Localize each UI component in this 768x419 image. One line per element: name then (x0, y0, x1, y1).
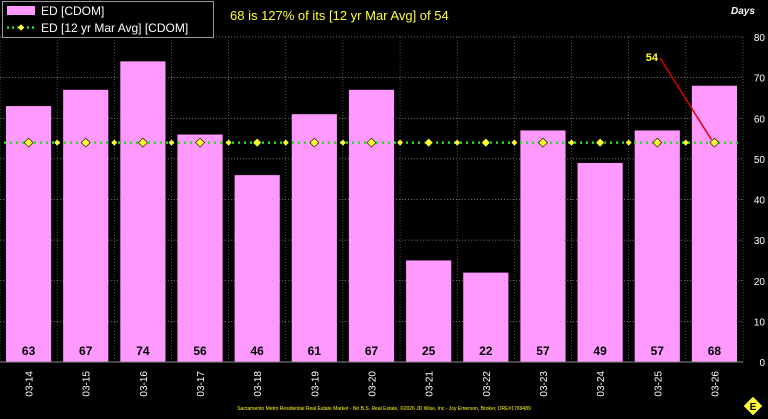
average-marker (423, 137, 434, 148)
bar-value-label: 49 (593, 344, 607, 358)
average-midpoint-marker (511, 139, 518, 146)
bar (520, 130, 566, 362)
bar-value-label: 74 (136, 344, 150, 358)
headline-text: 68 is 127% of its [12 yr Mar Avg] of 54 (230, 8, 449, 23)
bar-value-label: 22 (479, 344, 493, 358)
x-tick-label: 03-21 (425, 371, 436, 397)
x-tick-label: 03-26 (710, 371, 721, 397)
x-tick-label: 03-24 (596, 371, 607, 397)
average-marker (137, 137, 148, 148)
x-tick-label: 03-23 (539, 371, 550, 397)
bar-value-label: 57 (536, 344, 550, 358)
legend-item-bars: ED [CDOM] (7, 3, 104, 18)
average-marker (595, 137, 606, 148)
bar-value-label: 61 (308, 344, 322, 358)
brand-logo-icon: E (742, 395, 764, 417)
y-axis-unit-label: Days (731, 6, 755, 17)
x-tick-label: 03-15 (82, 371, 93, 397)
average-midpoint-marker (282, 139, 289, 146)
bar (234, 175, 280, 362)
average-midpoint-marker (454, 139, 461, 146)
y-tick-label: 30 (754, 236, 766, 247)
x-tick-label: 03-14 (25, 371, 36, 397)
average-marker (652, 137, 663, 148)
bar (120, 61, 166, 362)
bar-value-label: 25 (422, 344, 436, 358)
average-marker (480, 137, 491, 148)
y-tick-label: 60 (754, 114, 766, 125)
bar (691, 85, 737, 362)
average-midpoint-marker (111, 139, 118, 146)
average-midpoint-marker (225, 139, 232, 146)
legend: ED [CDOM] ED [12 yr Mar Avg] [CDOM] (2, 1, 214, 38)
legend-bar-label: ED [CDOM] (41, 3, 105, 18)
average-marker (195, 137, 205, 148)
x-tick-label: 03-17 (196, 371, 207, 397)
y-tick-label: 70 (754, 74, 766, 85)
bar-value-label: 67 (79, 344, 93, 358)
y-tick-label: 80 (754, 33, 766, 44)
average-marker (309, 137, 320, 148)
bar-value-label: 67 (365, 344, 379, 358)
average-marker (709, 137, 720, 148)
x-tick-label: 03-18 (253, 371, 264, 397)
bar-value-label: 56 (193, 344, 207, 358)
bar-value-label: 46 (251, 344, 265, 358)
average-midpoint-marker (54, 139, 61, 146)
x-tick-label: 03-20 (368, 371, 379, 397)
average-marker (80, 137, 91, 148)
average-marker (252, 137, 263, 148)
bar-value-label: 57 (651, 344, 665, 358)
legend-line-label: ED [12 yr Mar Avg] [CDOM] (41, 20, 189, 35)
average-midpoint-marker (682, 139, 689, 146)
average-marker (538, 137, 548, 148)
bar (577, 162, 623, 362)
footer-credit: Sacramento Metro Residential Real Estate… (237, 406, 531, 412)
callout-label: 54 (646, 52, 659, 64)
bar (291, 114, 337, 362)
bar (6, 106, 52, 362)
legend-line-swatch (7, 23, 35, 32)
bar (463, 272, 509, 362)
y-tick-label: 20 (754, 277, 766, 288)
y-tick-label: 50 (754, 155, 766, 166)
callout-leader-line (659, 57, 713, 141)
average-marker (366, 137, 377, 148)
average-midpoint-marker (339, 139, 346, 146)
bar (634, 130, 680, 362)
bar-value-label: 63 (22, 344, 36, 358)
x-tick-label: 03-25 (653, 371, 664, 397)
bar-value-label: 68 (708, 344, 722, 358)
x-tick-label: 03-22 (482, 371, 493, 397)
average-midpoint-marker (168, 139, 175, 146)
legend-item-average: ED [12 yr Mar Avg] [CDOM] (7, 20, 188, 35)
average-marker (23, 137, 34, 148)
average-midpoint-marker (397, 139, 404, 146)
legend-bar-swatch (7, 6, 35, 15)
bar (406, 260, 452, 362)
bar (63, 89, 109, 362)
x-tick-label: 03-16 (139, 371, 150, 397)
svg-text:E: E (750, 402, 757, 413)
y-tick-label: 10 (754, 317, 766, 328)
y-tick-label: 0 (759, 358, 765, 369)
average-midpoint-marker (625, 139, 632, 146)
y-tick-label: 40 (754, 196, 766, 207)
bar (177, 134, 223, 362)
x-tick-label: 03-19 (310, 371, 321, 397)
average-midpoint-marker (568, 139, 575, 146)
bar (348, 89, 395, 362)
